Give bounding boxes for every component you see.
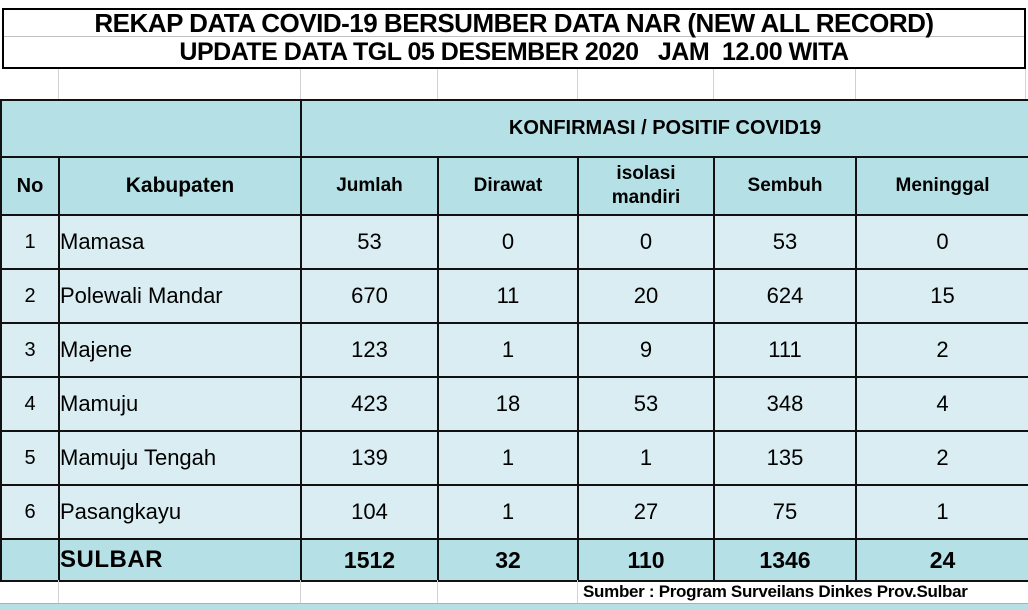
cell-total-meninggal: 24	[854, 538, 1028, 582]
empty-header-cell	[0, 99, 302, 158]
cell-jumlah: 670	[300, 268, 439, 324]
col-header-meninggal: Meninggal	[854, 156, 1028, 216]
cell-isolasi: 9	[577, 322, 715, 378]
cell-no: 6	[0, 484, 60, 540]
col-header-dirawat: Dirawat	[437, 156, 579, 216]
cell-sembuh: 624	[713, 268, 857, 324]
cell-meninggal: 15	[854, 268, 1028, 324]
col-header-jumlah: Jumlah	[300, 156, 439, 216]
covid-data-table: KONFIRMASI / POSITIF COVID19 No Kabupate…	[0, 99, 1028, 582]
cell-meninggal: 2	[854, 322, 1028, 378]
cell-dirawat: 18	[437, 376, 579, 432]
gridline	[1025, 69, 1026, 99]
cell-jumlah: 123	[300, 322, 439, 378]
cell-kabupaten: Mamuju	[58, 376, 302, 432]
cell-sembuh: 348	[713, 376, 857, 432]
cell-jumlah: 139	[300, 430, 439, 486]
cell-isolasi: 20	[577, 268, 715, 324]
cell-isolasi: 27	[577, 484, 715, 540]
cell-sembuh: 135	[713, 430, 857, 486]
gridline	[437, 69, 438, 99]
cell-no: 5	[0, 430, 60, 486]
cell-no: 2	[0, 268, 60, 324]
cell-kabupaten: Mamasa	[58, 214, 302, 270]
gridline	[300, 580, 301, 603]
gridline	[300, 69, 301, 99]
cell-isolasi: 0	[577, 214, 715, 270]
cell-isolasi: 1	[577, 430, 715, 486]
cell-no: 4	[0, 376, 60, 432]
cell-kabupaten: Pasangkayu	[58, 484, 302, 540]
cell-meninggal: 0	[854, 214, 1028, 270]
cell-kabupaten: Majene	[58, 322, 302, 378]
cell-dirawat: 1	[437, 430, 579, 486]
cell-total-dirawat: 32	[437, 538, 579, 582]
title-box: REKAP DATA COVID-19 BERSUMBER DATA NAR (…	[2, 8, 1026, 69]
gridline	[58, 580, 59, 603]
cell-meninggal: 1	[854, 484, 1028, 540]
table-row-total-sulbar: SULBAR 1512 32 110 1346 24	[0, 538, 1028, 582]
cell-kabupaten: Mamuju Tengah	[58, 430, 302, 486]
cell-meninggal: 2	[854, 430, 1028, 486]
cell-meninggal: 4	[854, 376, 1028, 432]
gridline	[58, 69, 59, 99]
table-row-majene: 3 Majene 123 1 9 111 2	[0, 322, 1028, 378]
cell-sembuh: 111	[713, 322, 857, 378]
col-header-kabupaten: Kabupaten	[58, 156, 302, 216]
col-header-no: No	[0, 156, 60, 216]
bottom-teal-strip	[0, 603, 1028, 610]
cell-no: 3	[0, 322, 60, 378]
cell-total-isolasi: 110	[577, 538, 715, 582]
cell-sembuh: 53	[713, 214, 857, 270]
gridline	[577, 69, 578, 99]
cell-dirawat: 11	[437, 268, 579, 324]
cell-total-sembuh: 1346	[713, 538, 857, 582]
cell-dirawat: 1	[437, 322, 579, 378]
gridline	[437, 580, 438, 603]
page-title: REKAP DATA COVID-19 BERSUMBER DATA NAR (…	[4, 8, 1024, 38]
col-header-sembuh: Sembuh	[713, 156, 857, 216]
table-row-polewali-mandar: 2 Polewali Mandar 670 11 20 624 15	[0, 268, 1028, 324]
gridline	[713, 69, 714, 99]
table-row-mamuju-tengah: 5 Mamuju Tengah 139 1 1 135 2	[0, 430, 1028, 486]
cell-no-empty	[0, 538, 60, 582]
cell-total-label: SULBAR	[58, 538, 302, 582]
cell-dirawat: 1	[437, 484, 579, 540]
table-row-mamuju: 4 Mamuju 423 18 53 348 4	[0, 376, 1028, 432]
col-header-isolasi-mandiri: isolasi mandiri	[577, 156, 715, 216]
cell-isolasi: 53	[577, 376, 715, 432]
cell-sembuh: 75	[713, 484, 857, 540]
gridline	[577, 580, 578, 603]
table-row-mamasa: 1 Mamasa 53 0 0 53 0	[0, 214, 1028, 270]
gridline	[855, 69, 856, 99]
cell-jumlah: 423	[300, 376, 439, 432]
cell-dirawat: 0	[437, 214, 579, 270]
group-header-konfirmasi: KONFIRMASI / POSITIF COVID19	[299, 99, 1028, 158]
cell-total-jumlah: 1512	[300, 538, 439, 582]
table-row-pasangkayu: 6 Pasangkayu 104 1 27 75 1	[0, 484, 1028, 540]
cell-no: 1	[0, 214, 60, 270]
cell-kabupaten: Polewali Mandar	[58, 268, 302, 324]
source-note: Sumber : Program Surveilans Dinkes Prov.…	[583, 582, 968, 601]
cell-jumlah: 53	[300, 214, 439, 270]
cell-jumlah: 104	[300, 484, 439, 540]
update-subtitle: UPDATE DATA TGL 05 DESEMBER 2020 JAM 12.…	[179, 37, 849, 66]
